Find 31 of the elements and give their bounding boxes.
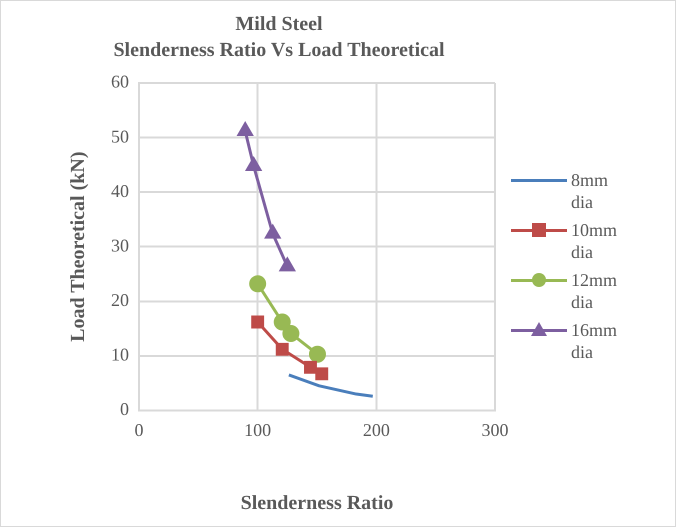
y-tick-label: 30 — [111, 235, 129, 256]
x-axis-title: Slenderness Ratio — [240, 492, 394, 514]
y-tick-label: 10 — [111, 344, 129, 365]
point — [276, 342, 289, 356]
point — [251, 316, 264, 328]
point — [282, 324, 300, 342]
point — [238, 122, 253, 136]
chart-subtitle: Slenderness Ratio Vs Load Theoretical — [113, 39, 446, 62]
y-tick-label: 50 — [111, 126, 129, 146]
point — [265, 225, 280, 239]
x-tick-label: 300 — [482, 420, 508, 440]
y-tick-label: 20 — [111, 290, 129, 310]
point — [315, 367, 328, 380]
legend-label: 16mm dia — [571, 319, 618, 363]
point — [274, 314, 291, 330]
point — [249, 275, 266, 292]
x-tick-label: 0 — [134, 420, 144, 440]
y-axis-title: Load Theoretical (kN) — [67, 152, 90, 342]
x-tick-label: 100 — [244, 420, 272, 440]
y-tick-label: 40 — [111, 180, 129, 201]
chart-title: Mild Steel — [235, 13, 324, 36]
y-tick-label: 0 — [120, 399, 129, 420]
legend-label: 12mm dia — [571, 269, 618, 313]
legend-label: 10mm dia — [571, 219, 618, 263]
y-tick-label: 60 — [111, 72, 129, 92]
x-tick-label: 200 — [362, 420, 390, 440]
legend-label: 8mm dia — [571, 169, 610, 213]
point — [280, 258, 295, 272]
point — [246, 157, 262, 171]
point — [308, 346, 326, 363]
point — [304, 360, 317, 374]
